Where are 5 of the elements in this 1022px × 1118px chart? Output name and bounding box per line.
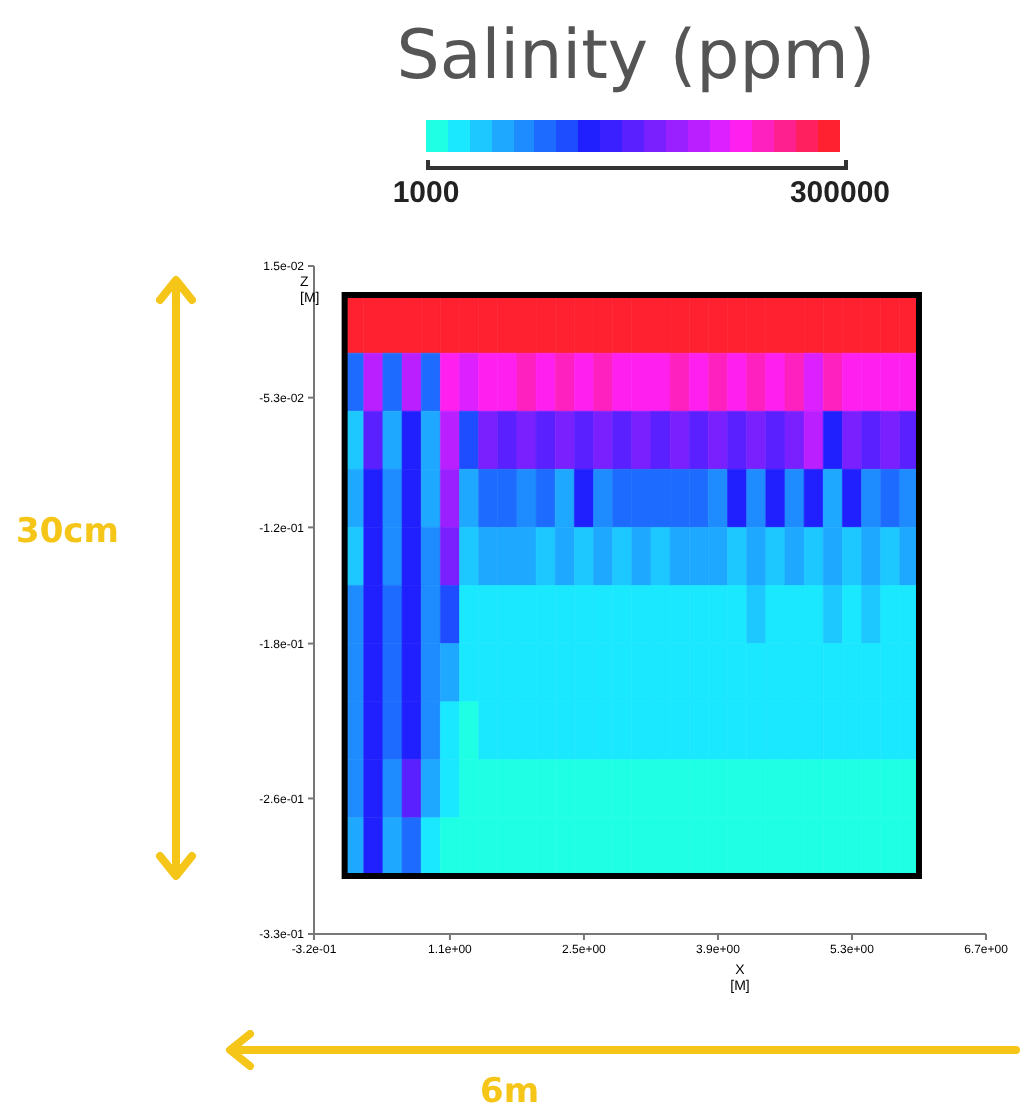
color-bar-label: 300000 (787, 176, 893, 210)
chart-title: Salinity (ppm) (394, 16, 878, 96)
text: 30cm (16, 512, 119, 552)
text: 6m (480, 1072, 540, 1112)
color-bar-label: 1000 (390, 176, 462, 210)
